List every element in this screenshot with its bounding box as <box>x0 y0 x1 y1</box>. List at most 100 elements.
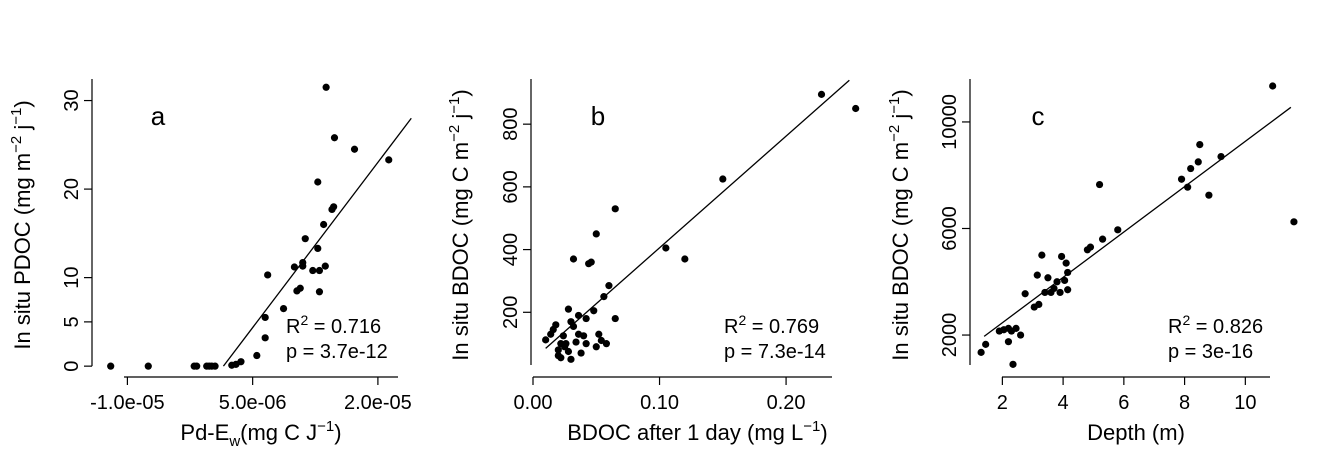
data-point <box>559 332 567 340</box>
data-point <box>1062 259 1070 267</box>
data-point <box>1044 274 1052 282</box>
data-point <box>982 340 990 348</box>
x-axis-title: BDOC after 1 day (mg L−1) <box>567 418 827 445</box>
x-tick-label: 5.0e-06 <box>219 392 287 414</box>
y-tick-label: 10000 <box>939 94 961 150</box>
data-point <box>1205 191 1213 199</box>
data-point <box>211 362 219 370</box>
data-point <box>1290 218 1298 226</box>
panel-c: 2 4 6 8 10 2000 6000 10000 c R2 = 0.826 p = 3e-16 D… <box>886 79 1298 445</box>
y-axis-title: In situ PDOC (mg m−2 j−1) <box>8 100 35 349</box>
regression-line <box>222 117 412 367</box>
data-point <box>592 230 600 238</box>
data-point <box>554 346 562 354</box>
data-point <box>719 175 727 183</box>
panel-a: -1.0e-05 5.0e-06 2.0e-05 0 5 10 20 30 a R2 = 0.71… <box>8 79 412 450</box>
data-point <box>1057 252 1066 261</box>
data-point <box>1114 226 1122 234</box>
data-point <box>564 347 573 356</box>
data-point <box>574 311 583 320</box>
data-point <box>1012 324 1020 332</box>
x-tick-label: 6 <box>1118 392 1129 414</box>
data-point <box>385 156 393 164</box>
x-axis-title: Pd-Ew(mg C J−1) <box>180 418 341 450</box>
data-point <box>1050 284 1058 293</box>
data-point <box>817 90 826 98</box>
data-point <box>315 288 324 296</box>
data-point <box>595 330 603 338</box>
data-point <box>1021 290 1029 298</box>
data-point <box>299 258 307 267</box>
p-value-label: p = 7.3e-14 <box>724 341 826 363</box>
r-squared-label: R2 = 0.826 <box>1168 312 1263 338</box>
data-point <box>253 351 261 360</box>
data-point <box>977 348 985 356</box>
x-tick-label: -1.0e-05 <box>90 392 165 414</box>
panel-letter: b <box>591 101 605 131</box>
y-tick-label: 0 <box>61 361 83 372</box>
y-tick-label: 2000 <box>939 313 961 358</box>
data-point <box>1184 183 1192 191</box>
data-point <box>261 334 269 342</box>
panel-b: 0.00 0.10 0.20 200 400 600 800 b R2 = 0.769 p = 7… <box>446 79 860 445</box>
data-point <box>577 349 585 357</box>
data-point <box>309 266 317 275</box>
data-point <box>261 313 269 322</box>
x-tick-label: 2 <box>997 392 1008 414</box>
y-tick-label: 5 <box>61 316 83 327</box>
y-tick-label: 400 <box>500 233 522 266</box>
data-point <box>681 255 689 263</box>
data-point <box>592 343 600 351</box>
data-point <box>569 255 578 263</box>
data-point <box>1056 288 1064 297</box>
data-point <box>314 178 322 186</box>
data-point <box>1038 251 1046 259</box>
data-point <box>542 336 550 344</box>
data-point <box>1095 180 1104 189</box>
data-point <box>330 134 339 142</box>
y-axis-title: In situ BDOC (mg C m−2 j−1) <box>886 89 913 360</box>
data-point <box>582 314 590 323</box>
y-axis-title: In situ BDOC (mg C m−2 j−1) <box>446 89 473 360</box>
regression-line <box>545 79 850 349</box>
data-point <box>322 83 330 91</box>
data-point <box>237 358 245 366</box>
data-point <box>852 104 860 113</box>
data-point <box>296 284 304 292</box>
data-point <box>1061 276 1069 285</box>
data-point <box>301 235 309 243</box>
data-point <box>193 362 201 370</box>
r-squared-label: R2 = 0.769 <box>724 312 819 338</box>
data-point <box>580 332 588 340</box>
data-point <box>582 340 590 348</box>
x-tick-label: 4 <box>1058 392 1069 414</box>
data-point <box>557 354 565 362</box>
data-point <box>662 244 670 252</box>
data-point <box>1064 286 1072 294</box>
data-point <box>590 307 598 315</box>
y-tick-label: 20 <box>61 178 83 200</box>
y-tick-label: 600 <box>500 170 522 203</box>
data-point <box>611 314 619 323</box>
data-point <box>1035 300 1043 309</box>
data-point <box>350 145 359 153</box>
y-tick-label: 10 <box>61 266 83 288</box>
data-point <box>144 362 152 370</box>
data-point <box>602 340 610 348</box>
data-point <box>314 244 322 253</box>
y-tick-label: 200 <box>500 296 522 329</box>
data-point <box>1033 271 1041 279</box>
regression-line <box>983 106 1292 337</box>
data-point <box>1187 164 1195 173</box>
data-point <box>1053 278 1061 286</box>
data-point <box>1016 331 1025 339</box>
data-point <box>572 338 580 346</box>
data-point <box>330 203 338 211</box>
data-point <box>1041 288 1049 297</box>
data-point <box>611 205 619 213</box>
data-point <box>569 322 578 331</box>
panel-letter: c <box>1032 101 1045 131</box>
x-tick-label: 0.10 <box>640 392 679 414</box>
data-point <box>264 271 272 279</box>
